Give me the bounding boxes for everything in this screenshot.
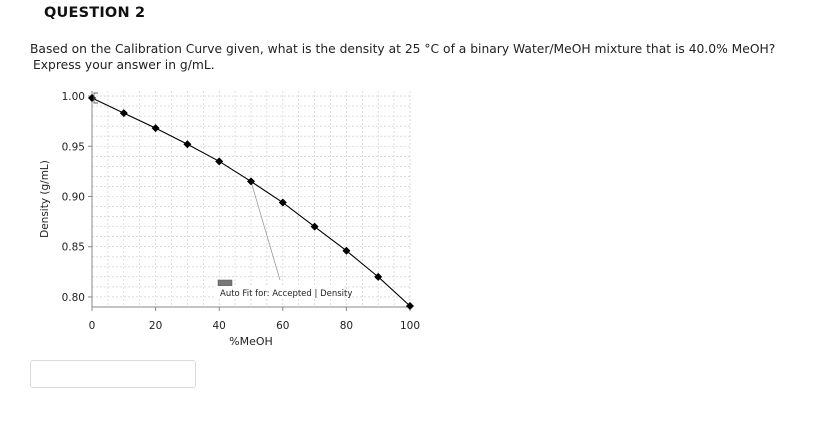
x-tick-label: 20 bbox=[149, 320, 162, 332]
data-point bbox=[278, 198, 287, 207]
question-text-line1: Based on the Calibration Curve given, wh… bbox=[30, 42, 776, 56]
data-point bbox=[151, 124, 160, 133]
annotation-marker-icon bbox=[217, 279, 233, 287]
annotation-leader-line bbox=[250, 181, 281, 281]
y-tick-label: 0.85 bbox=[62, 242, 85, 254]
question-title: QUESTION 2 bbox=[44, 5, 146, 21]
y-tick-label: 0.95 bbox=[62, 141, 85, 153]
x-tick-label: 40 bbox=[213, 320, 226, 332]
data-point bbox=[119, 109, 128, 118]
x-tick-label: 60 bbox=[276, 320, 289, 332]
y-tick-label: 0.90 bbox=[62, 191, 85, 203]
annotation-box bbox=[216, 286, 344, 299]
data-point bbox=[342, 246, 351, 255]
x-tick-label: 80 bbox=[340, 320, 353, 332]
y-tick-label: 1.00 bbox=[62, 91, 85, 103]
data-point bbox=[310, 222, 319, 231]
question-text-line2: Express your answer in g/mL. bbox=[33, 58, 215, 72]
annotation-label: Auto Fit for: Accepted | Density bbox=[220, 289, 352, 299]
data-point bbox=[406, 301, 414, 310]
x-tick-label: 0 bbox=[89, 320, 96, 332]
y-tick-label: 0.80 bbox=[62, 292, 85, 304]
data-point bbox=[183, 140, 192, 149]
y-axis-label: Density (g/mL) bbox=[39, 160, 51, 238]
question-text: Based on the Calibration Curve given, wh… bbox=[30, 41, 800, 73]
x-axis-label: %MeOH bbox=[229, 335, 273, 348]
data-point bbox=[374, 272, 383, 281]
fit-range-bracket bbox=[93, 92, 98, 104]
answer-input[interactable] bbox=[30, 360, 196, 388]
data-point bbox=[215, 157, 224, 166]
data-point bbox=[247, 177, 255, 186]
x-tick-label: 100 bbox=[400, 320, 420, 332]
